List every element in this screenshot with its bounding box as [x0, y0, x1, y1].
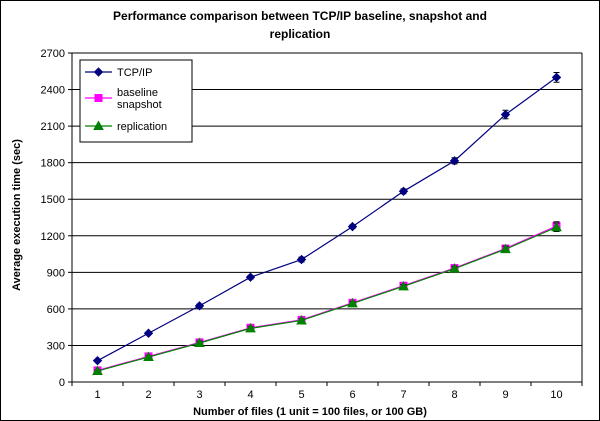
chart-title-line-1: Performance comparison between TCP/IP ba…	[113, 9, 487, 23]
data-point	[347, 297, 358, 308]
data-point	[551, 72, 562, 83]
x-tick-label: 3	[196, 389, 202, 401]
y-tick-labels: 0 300 600 900 1200 1500 1800 2100 2400 2700	[41, 48, 65, 389]
data-point	[347, 221, 358, 232]
x-tick-label: 10	[550, 389, 562, 401]
x-tick-label: 1	[94, 389, 100, 401]
data-point	[245, 272, 256, 282]
data-point	[449, 263, 460, 273]
data-point	[92, 355, 103, 366]
data-point	[500, 109, 511, 120]
x-axis-title: Number of files (1 unit = 100 files, or …	[193, 406, 427, 418]
legend-label: replication	[117, 121, 167, 133]
y-tick-label: 600	[47, 304, 65, 316]
x-tick-label: 2	[145, 389, 151, 401]
x-tick-label: 8	[451, 389, 457, 401]
series-group	[92, 71, 562, 376]
x-tick-label: 4	[247, 389, 253, 401]
series-line	[97, 226, 557, 372]
y-axis-title: Average execution time (sec)	[11, 139, 23, 291]
data-point	[194, 337, 205, 348]
data-point	[245, 322, 256, 333]
data-point	[551, 221, 562, 232]
y-tick-label: 2700	[41, 48, 65, 60]
y-tick-label: 900	[47, 267, 65, 279]
chart-title-line-2: replication	[270, 27, 331, 41]
y-tick-label: 1500	[41, 194, 65, 206]
data-point	[143, 328, 154, 338]
data-point	[143, 351, 154, 362]
data-point	[449, 156, 460, 166]
legend-label: TCP/IP	[117, 67, 152, 79]
y-tick-label: 2100	[41, 121, 65, 133]
legend-item-1: TCP/IP	[85, 67, 152, 79]
legend-marker	[94, 94, 103, 102]
data-point	[398, 280, 409, 291]
x-tick-label: 5	[298, 389, 304, 401]
series-line	[97, 76, 557, 362]
axes	[68, 52, 583, 386]
y-tick-label: 2400	[41, 85, 65, 97]
x-tick-label: 6	[349, 389, 355, 401]
legend-item-3: replication	[85, 120, 167, 133]
data-point	[296, 254, 307, 265]
y-tick-label: 1800	[41, 158, 65, 170]
x-tick-label: 7	[400, 389, 406, 401]
y-tick-label: 0	[59, 377, 65, 389]
data-point	[194, 301, 205, 311]
legend-label: snapshot	[117, 99, 162, 111]
series-3	[92, 221, 562, 376]
legend-label: baseline	[117, 87, 158, 99]
x-tick-label: 9	[502, 389, 508, 401]
y-tick-label: 1200	[41, 231, 65, 243]
data-point	[500, 243, 511, 254]
y-tick-label: 300	[47, 340, 65, 352]
legend-marker	[93, 67, 104, 77]
series-1	[92, 71, 562, 366]
data-point	[296, 314, 307, 325]
data-point	[398, 186, 409, 197]
data-point	[92, 365, 103, 376]
x-tick-labels: 1 2 3 4 5 6 7 8 9 10	[94, 389, 562, 401]
legend-marker	[93, 120, 104, 130]
